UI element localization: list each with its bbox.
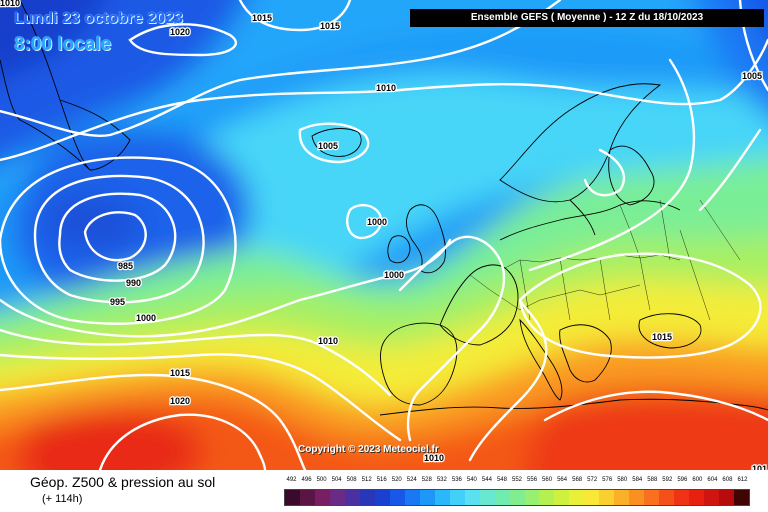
legend-value-label: 600 bbox=[692, 477, 703, 483]
legend-value-label: 500 bbox=[316, 477, 327, 483]
legend-value-label: 524 bbox=[406, 477, 417, 483]
legend-value-label: 552 bbox=[511, 477, 523, 483]
legend-value-label: 508 bbox=[346, 477, 357, 483]
legend-swatch bbox=[659, 490, 675, 505]
legend-swatch bbox=[329, 490, 345, 505]
legend-value-label: 576 bbox=[602, 477, 613, 483]
legend-swatch bbox=[614, 490, 630, 505]
legend-value-label: 544 bbox=[481, 477, 492, 483]
isobar-label: 1020 bbox=[170, 27, 190, 37]
legend-value-label: 596 bbox=[677, 477, 688, 483]
isobar-label: 1010 bbox=[424, 453, 444, 463]
legend-value-label: 536 bbox=[451, 477, 462, 483]
run-info-banner: Ensemble GEFS ( Moyenne ) - 12 Z du 18/1… bbox=[410, 9, 764, 27]
legend-value-label: 520 bbox=[391, 477, 402, 483]
isobar-label: 1005 bbox=[318, 141, 338, 151]
legend-value-label: 592 bbox=[662, 477, 673, 483]
legend-swatch bbox=[404, 490, 420, 505]
legend-swatch bbox=[509, 490, 525, 505]
legend-value-label: 612 bbox=[737, 477, 748, 483]
legend-value-label: 516 bbox=[376, 477, 387, 483]
legend-value-label: 572 bbox=[587, 477, 598, 483]
legend-swatch bbox=[704, 490, 720, 505]
legend-swatch bbox=[629, 490, 645, 505]
legend-value-label: 588 bbox=[647, 477, 658, 483]
forecast-offset: (+ 114h) bbox=[42, 493, 83, 505]
legend-swatch bbox=[299, 490, 315, 505]
legend-value-label: 532 bbox=[436, 477, 447, 483]
isobar-label: 1015 bbox=[652, 332, 672, 342]
legend-swatch bbox=[344, 490, 360, 505]
legend-swatch bbox=[285, 490, 300, 505]
legend-value-label: 504 bbox=[331, 477, 342, 483]
isobars bbox=[0, 0, 768, 470]
legend-swatch bbox=[464, 490, 480, 505]
isobar-label: 1005 bbox=[742, 71, 762, 81]
legend-value-label: 540 bbox=[466, 477, 477, 483]
legend-swatch bbox=[449, 490, 465, 505]
isobar-label: 995 bbox=[110, 297, 125, 307]
legend-value-label: 604 bbox=[707, 477, 718, 483]
isobar-label: 1015 bbox=[320, 21, 340, 31]
legend-value-label: 556 bbox=[527, 477, 538, 483]
legend-swatch bbox=[554, 490, 570, 505]
legend-value-label: 608 bbox=[722, 477, 733, 483]
legend-value-label: 496 bbox=[301, 477, 312, 483]
legend-swatch bbox=[539, 490, 555, 505]
legend-value-label: 492 bbox=[286, 477, 297, 483]
isobar-label: 1000 bbox=[136, 313, 156, 323]
legend-swatch bbox=[674, 490, 690, 505]
isobar-label: 1000 bbox=[384, 270, 404, 280]
legend-value-label: 560 bbox=[542, 477, 553, 483]
legend-value-label: 528 bbox=[421, 477, 432, 483]
geopotential-field bbox=[0, 0, 768, 470]
legend-swatch bbox=[314, 490, 330, 505]
isobar-label: 1020 bbox=[170, 396, 190, 406]
legend-value-label: 580 bbox=[617, 477, 628, 483]
country-borders bbox=[469, 199, 741, 321]
forecast-time: 8:00 locale bbox=[14, 34, 112, 55]
forecast-date: Lundi 23 octobre 2023 bbox=[14, 10, 183, 27]
legend-swatch bbox=[389, 490, 405, 505]
coastlines bbox=[0, 0, 768, 416]
legend-value-label: 568 bbox=[572, 477, 583, 483]
legend-swatch bbox=[734, 490, 750, 505]
legend-value-label: 512 bbox=[361, 477, 372, 483]
legend-swatch bbox=[689, 490, 705, 505]
legend-swatch bbox=[599, 490, 615, 505]
legend-swatch bbox=[584, 490, 600, 505]
legend-swatch bbox=[644, 490, 660, 505]
isobar-label: 1010 bbox=[0, 0, 20, 8]
legend-value-label: 564 bbox=[557, 477, 568, 483]
isobar-label: 1010 bbox=[376, 83, 396, 93]
map-canvas: 1010 1020 1015 1015 1010 1005 1005 1000 … bbox=[0, 0, 768, 470]
legend-labels: 492 496 500 504 508 512 516 520 524 528 532 536 540 5… bbox=[282, 477, 752, 487]
isobar-label: 101 bbox=[752, 464, 767, 470]
legend-swatch bbox=[434, 490, 450, 505]
legend-swatch bbox=[419, 490, 435, 505]
legend-value-label: 584 bbox=[632, 477, 643, 483]
legend-swatch bbox=[494, 490, 510, 505]
legend-swatch bbox=[359, 490, 375, 505]
legend-swatch bbox=[374, 490, 390, 505]
legend-bar: Géop. Z500 & pression au sol (+ 114h) 49… bbox=[0, 470, 768, 512]
legend-swatch bbox=[479, 490, 495, 505]
legend-swatch bbox=[569, 490, 585, 505]
isobar-label: 990 bbox=[126, 278, 141, 288]
isobar-label: 1000 bbox=[367, 217, 387, 227]
isobar-labels: 1010 1020 1015 1015 1010 1005 1005 1000 … bbox=[0, 0, 768, 470]
chart-title: Géop. Z500 & pression au sol bbox=[30, 474, 216, 490]
isobar-label: 985 bbox=[118, 261, 133, 271]
isobar-label: 1015 bbox=[170, 368, 190, 378]
legend-swatches bbox=[284, 489, 750, 506]
weather-map: 1010 1020 1015 1015 1010 1005 1005 1000 … bbox=[0, 0, 768, 470]
legend-swatch bbox=[719, 490, 735, 505]
copyright-text: Copyright © 2023 Meteociel.fr bbox=[298, 444, 439, 455]
isobar-label: 1015 bbox=[252, 13, 272, 23]
isobar-label: 1010 bbox=[318, 336, 338, 346]
legend-swatch bbox=[524, 490, 540, 505]
legend-value-label: 548 bbox=[496, 477, 507, 483]
